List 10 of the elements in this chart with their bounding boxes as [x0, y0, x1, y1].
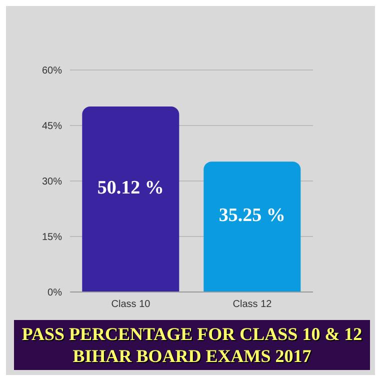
- data-label: 35.25 %: [218, 205, 286, 226]
- text: PASS PERCENTAGE FOR CLASS 10 & 12 BIHAR BOARD EXAMS 2017: [14, 320, 370, 370]
- y-tick-label: 45%: [42, 121, 62, 132]
- data-label: 50.12 %: [97, 178, 164, 199]
- y-tick-label: 60%: [42, 66, 62, 77]
- x-tick-label: Class 10: [111, 299, 151, 310]
- x-tick-label: Class 12: [232, 299, 272, 310]
- y-tick-label: 15%: [42, 232, 62, 244]
- y-tick-label: 30%: [42, 176, 62, 188]
- y-tick-label: 0%: [48, 288, 62, 299]
